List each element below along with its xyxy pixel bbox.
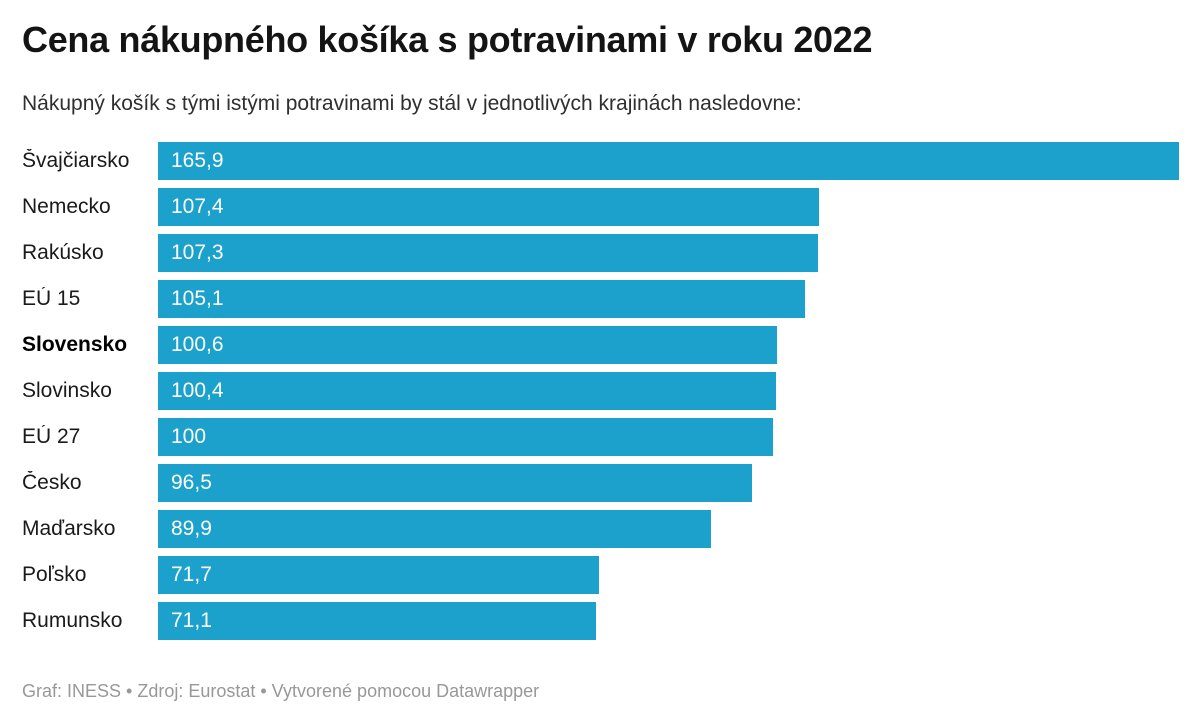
country-label: Slovinsko [22,379,112,402]
chart-credit-line: Graf: INESS • Zdroj: Eurostat • Vytvoren… [22,681,540,701]
bar-row: Rumunsko 71,1 [22,602,1179,640]
bar-row: Poľsko 71,7 [22,556,1179,594]
bar-value-label: 100 [171,425,207,448]
bar-value-label: 96,5 [171,471,212,494]
bar-chart: Švajčiarsko 165,9 Nemecko 107,4 Rakúsko 107,3… [22,142,1179,640]
bar-row: EÚ 15 105,1 [22,280,1179,318]
bar-track: 96,5 [158,464,1179,502]
country-label: Poľsko [22,563,87,586]
bar-row: Švajčiarsko 165,9 [22,142,1179,180]
bar[interactable]: 71,1 [158,602,596,640]
bar[interactable]: 107,4 [158,188,819,226]
bar-track: 71,7 [158,556,1179,594]
bar-value-label: 165,9 [171,149,224,172]
bar-value-label: 107,3 [171,241,224,264]
bar-row: Rakúsko 107,3 [22,234,1179,272]
bar-track: 165,9 [158,142,1179,180]
bar-row: Česko 96,5 [22,464,1179,502]
bar[interactable]: 100,6 [158,326,778,364]
bar-row: Nemecko 107,4 [22,188,1179,226]
country-label: EÚ 27 [22,425,81,448]
bar[interactable]: 89,9 [158,510,712,548]
country-label: Švajčiarsko [22,149,130,172]
bar-track: 100,6 [158,326,1179,364]
bar[interactable]: 71,7 [158,556,600,594]
bar-track: 100,4 [158,372,1179,410]
bar-row: Maďarsko 89,9 [22,510,1179,548]
bar-value-label: 100,6 [171,333,224,356]
chart-subtitle: Nákupný košík s tými istými potravinami … [22,92,802,115]
bar[interactable]: 105,1 [158,280,805,318]
bar-row: Slovinsko 100,4 [22,372,1179,410]
country-label: Rakúsko [22,241,104,264]
bar-track: 107,4 [158,188,1179,226]
bar[interactable]: 100 [158,418,774,456]
bar-track: 105,1 [158,280,1179,318]
bar-value-label: 100,4 [171,379,224,402]
bar-track: 100 [158,418,1179,456]
bar-track: 89,9 [158,510,1179,548]
country-label: EÚ 15 [22,287,81,310]
bar-value-label: 89,9 [171,517,212,540]
bar-value-label: 105,1 [171,287,224,310]
country-label: Nemecko [22,195,111,218]
country-label: Česko [22,471,82,494]
bar-value-label: 71,1 [171,609,212,632]
bar-track: 107,3 [158,234,1179,272]
bar[interactable]: 96,5 [158,464,752,502]
chart-title: Cena nákupného košíka s potravinami v ro… [22,19,873,60]
bar[interactable]: 107,3 [158,234,819,272]
bar[interactable]: 165,9 [158,142,1179,180]
bar[interactable]: 100,4 [158,372,776,410]
bar-track: 71,1 [158,602,1179,640]
bar-value-label: 71,7 [171,563,212,586]
bar-row: EÚ 27 100 [22,418,1179,456]
country-label: Rumunsko [22,609,123,632]
bar-value-label: 107,4 [171,195,224,218]
country-label: Maďarsko [22,517,116,540]
country-label: Slovensko [22,333,128,356]
bar-row: Slovensko 100,6 [22,326,1179,364]
